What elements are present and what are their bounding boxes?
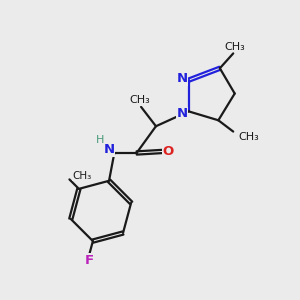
Text: H: H bbox=[96, 136, 104, 146]
Text: N: N bbox=[176, 107, 188, 120]
Text: CH₃: CH₃ bbox=[224, 42, 245, 52]
Text: F: F bbox=[85, 254, 94, 267]
Text: N: N bbox=[103, 143, 115, 156]
Text: O: O bbox=[163, 145, 174, 158]
Text: CH₃: CH₃ bbox=[129, 95, 150, 105]
Text: CH₃: CH₃ bbox=[238, 132, 259, 142]
Text: N: N bbox=[176, 72, 188, 85]
Text: CH₃: CH₃ bbox=[72, 171, 92, 181]
